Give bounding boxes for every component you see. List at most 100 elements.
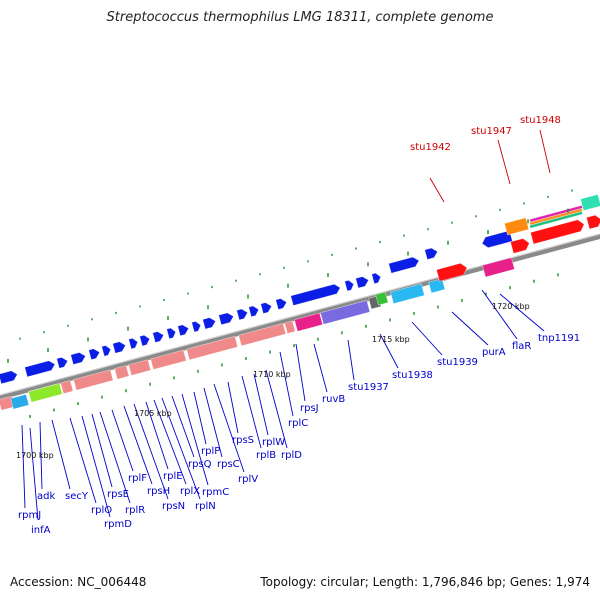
gene-label-stu1938[interactable]: stu1938	[392, 370, 433, 381]
reverse-gene-10[interactable]	[284, 320, 296, 334]
gene-label-stu1947[interactable]: stu1947	[471, 126, 512, 137]
gene-stu1938[interactable]	[390, 283, 425, 304]
leader-line-29	[411, 321, 443, 356]
forward-gene-4[interactable]	[70, 351, 87, 365]
forward-gene-16[interactable]	[236, 308, 249, 321]
gene-label-rplV[interactable]: rplV	[238, 474, 258, 485]
gene-stu-cyan-1[interactable]	[10, 393, 30, 410]
forward-gene-2[interactable]	[24, 359, 57, 378]
forward-gene-12[interactable]	[177, 324, 190, 337]
forward-gene-stu1939[interactable]	[388, 256, 421, 274]
reverse-gene-7[interactable]	[150, 349, 187, 370]
gene-label-rplW[interactable]: rplW	[262, 437, 285, 448]
highlight-gene-stu1947-b[interactable]	[529, 207, 583, 226]
gene-stu1937[interactable]	[320, 300, 371, 325]
forward-gene-flaR[interactable]	[481, 230, 513, 249]
forward-gene-9[interactable]	[139, 334, 151, 347]
highlight-gene-red-3[interactable]	[586, 214, 600, 230]
leader-line-21	[241, 375, 262, 449]
gene-label-rplC[interactable]: rplC	[288, 418, 308, 429]
forward-gene-23[interactable]	[371, 272, 382, 285]
gene-label-rpmD[interactable]: rpmD	[104, 519, 132, 530]
gene-label-rplN[interactable]: rplN	[195, 501, 216, 512]
gene-label-tnp1191[interactable]: tnp1191	[538, 333, 580, 344]
gene-label-stu1948[interactable]: stu1948	[520, 115, 561, 126]
gene-label-ruvB[interactable]: ruvB	[322, 394, 345, 405]
gene-label-rpsQ[interactable]: rpsQ	[188, 459, 212, 470]
gene-label-rplO[interactable]: rplO	[91, 505, 112, 516]
forward-gene-6[interactable]	[101, 344, 112, 357]
leader-line-28	[379, 333, 399, 369]
gene-tnp1191[interactable]	[482, 257, 515, 278]
reverse-gene-8[interactable]	[186, 335, 239, 361]
leader-line-4	[51, 419, 71, 490]
forward-gene-10[interactable]	[152, 330, 165, 343]
highlight-gene-red-1[interactable]	[510, 237, 530, 254]
highlight-gene-stu1948[interactable]	[580, 194, 600, 212]
forward-gene-5[interactable]	[88, 347, 101, 361]
label-leader-lines	[21, 129, 551, 521]
reverse-gene-6[interactable]	[128, 359, 152, 376]
highlight-gene-orange[interactable]	[504, 217, 530, 236]
gene-label-infA[interactable]: infA	[31, 525, 51, 536]
forward-gene-14[interactable]	[202, 316, 217, 330]
reverse-gene-5[interactable]	[114, 365, 130, 380]
reverse-gene-3[interactable]	[60, 380, 74, 395]
forward-gene-11[interactable]	[166, 327, 177, 340]
gene-label-rpsS[interactable]: rpsS	[232, 435, 254, 446]
gene-label-rpmC[interactable]: rpmC	[202, 487, 229, 498]
gene-stu-green-1[interactable]	[28, 382, 63, 403]
forward-gene-7[interactable]	[112, 340, 127, 354]
forward-gene-15[interactable]	[218, 312, 235, 326]
forward-gene-17[interactable]	[248, 305, 260, 318]
gene-label-stu1939[interactable]: stu1939	[437, 357, 478, 368]
reverse-gene-4[interactable]	[73, 369, 114, 391]
forward-gene-22[interactable]	[355, 275, 370, 289]
leader-line-17	[193, 391, 207, 445]
highlight-gene-stu1947-a[interactable]	[529, 204, 583, 223]
gene-label-rplF[interactable]: rplF	[128, 473, 147, 484]
gene-label-stu1942[interactable]: stu1942	[410, 142, 451, 153]
leader-line-19	[213, 383, 245, 473]
forward-gene-3[interactable]	[56, 356, 69, 369]
highlight-gene-red-2[interactable]	[530, 218, 585, 245]
forward-gene-13[interactable]	[191, 320, 202, 333]
gene-label-rplR[interactable]: rplR	[125, 505, 145, 516]
gene-label-flaR[interactable]: flaR	[512, 341, 531, 352]
gene-label-purA[interactable]: purA	[482, 347, 506, 358]
gene-label-rpsC[interactable]: rpsC	[217, 459, 240, 470]
forward-gene-8[interactable]	[128, 337, 139, 350]
gene-cyan-2[interactable]	[428, 278, 446, 294]
forward-gene-1[interactable]	[0, 370, 19, 385]
gene-label-rplX[interactable]: rplX	[180, 486, 200, 497]
highlight-gene-stu1942[interactable]	[436, 262, 468, 282]
gene-label-rpsJ[interactable]: rpsJ	[300, 403, 319, 414]
forward-gene-21[interactable]	[344, 279, 355, 292]
gene-label-rplD[interactable]: rplD	[281, 450, 302, 461]
gene-ruvB[interactable]	[294, 312, 324, 332]
highlight-gene-stu1947-c[interactable]	[529, 210, 583, 229]
forward-gene-18[interactable]	[260, 301, 273, 314]
gene-label-secY[interactable]: secY	[65, 491, 89, 502]
reverse-gene-9[interactable]	[238, 323, 287, 347]
gene-label-stu1937[interactable]: stu1937	[348, 382, 389, 393]
leader-line-14	[161, 397, 201, 500]
forward-gene-19[interactable]	[275, 297, 288, 310]
leader-line-22	[253, 373, 269, 436]
gene-label-rplB[interactable]: rplB	[256, 450, 276, 461]
gene-label-rpsH[interactable]: rpsH	[147, 486, 170, 497]
gene-label-rplE[interactable]: rplE	[163, 471, 183, 482]
gene-label-rplP[interactable]: rplP	[201, 446, 220, 457]
gene-label-rpsE[interactable]: rpsE	[107, 489, 129, 500]
gene-green-2[interactable]	[375, 291, 389, 306]
forward-gene-purA[interactable]	[424, 247, 439, 260]
leader-line-2	[29, 427, 39, 521]
leader-line-35	[539, 129, 551, 174]
gene-label-rpsN[interactable]: rpsN	[162, 501, 185, 512]
gene-label-rpmJ[interactable]: rpmJ	[18, 510, 41, 521]
leader-line-13	[153, 399, 187, 485]
gene-label-adk[interactable]: adk	[37, 491, 55, 502]
forward-gene-20[interactable]	[290, 283, 342, 306]
